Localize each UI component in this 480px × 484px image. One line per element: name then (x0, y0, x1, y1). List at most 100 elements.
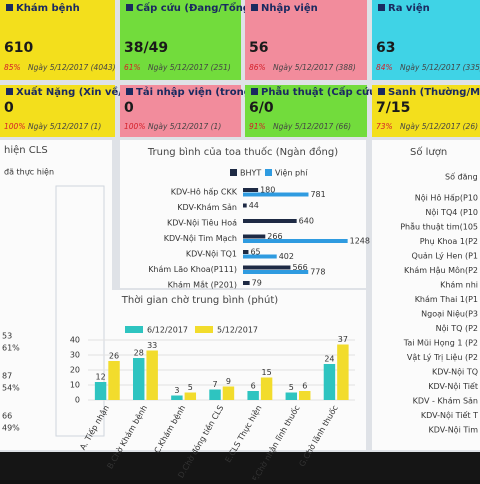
bar (243, 239, 348, 243)
bar (209, 389, 221, 400)
bar (243, 203, 247, 208)
room-label: KDV-Nội Tim (429, 425, 479, 435)
left-value: 87 (2, 372, 12, 381)
room-label: KDV-Nội Tiết T (421, 410, 478, 420)
tile-icon (378, 4, 385, 11)
left-percent: 54% (2, 384, 20, 393)
tile-title: Phẫu thuật (Cấp cứu... (261, 85, 388, 98)
value-label: 402 (279, 252, 294, 261)
legend-swatch (230, 169, 237, 176)
tile-icon (6, 4, 13, 11)
tile-title: Cấp cứu (Đang/Tổng) (136, 1, 255, 14)
tv-bezel (0, 452, 480, 480)
bar (260, 377, 273, 400)
tile-value: 0 (124, 100, 134, 116)
tile-icon (378, 88, 385, 95)
legend-label: 5/12/2017 (217, 326, 258, 335)
value-label: 6 (302, 382, 307, 391)
left-subtitle: đã thực hiện (4, 167, 54, 178)
value-label: 1248 (350, 237, 370, 246)
y-tick-label: KDV-Hô hấp CKK (171, 187, 238, 197)
tile-percent: 100% (124, 122, 145, 131)
tile-icon (126, 88, 133, 95)
tile-detail: Ngày 5/12/2017 (66) (273, 122, 351, 131)
tile-title: Ra viện (388, 2, 430, 14)
value-label: 37 (338, 335, 348, 344)
tile-detail: Ngày 5/12/2017 (388) (273, 63, 356, 72)
tile-detail: Ngày 5/12/2017 (1) (28, 122, 101, 131)
room-label: Quản Lý Hen (P1 (412, 251, 478, 261)
bar (299, 391, 311, 400)
tile (0, 85, 115, 137)
value-label: 44 (249, 201, 259, 210)
value-label: 15 (262, 368, 272, 377)
tile-percent: 61% (124, 63, 141, 72)
legend-label: BHYT (240, 169, 261, 178)
bar (133, 358, 145, 400)
tile (120, 85, 241, 137)
bar (184, 392, 197, 400)
value-label: 24 (324, 355, 334, 364)
tile-icon (251, 88, 258, 95)
value-label: 6 (251, 382, 256, 391)
y-tick-label: 0 (75, 396, 80, 405)
bar (243, 281, 250, 285)
room-label: Tai Mũi Họng 1 (P2 (403, 339, 478, 348)
room-label: Phẫu thuật tim(105 (400, 222, 478, 233)
room-label: Khám nhi (440, 281, 478, 290)
tile-value: 7/15 (376, 100, 410, 116)
tile (372, 0, 480, 80)
value-label: 266 (267, 232, 282, 241)
tile-title: Xuất Nặng (Xin về/H... (16, 85, 142, 98)
legend-label: Viện phí (275, 168, 308, 178)
bar (171, 395, 183, 400)
tile-title: Nhập viện (261, 2, 318, 14)
y-tick-label: 10 (70, 381, 80, 390)
legend-swatch (125, 326, 143, 333)
legend-label: 6/12/2017 (147, 326, 188, 335)
tile-detail: Ngày 5/12/2017 (251) (148, 63, 231, 72)
tile-value: 6/0 (249, 100, 274, 116)
bar (108, 361, 120, 400)
tile (120, 0, 241, 80)
tile-percent: 73% (376, 122, 393, 131)
room-label: Nội Hô Hấp(P10 (415, 193, 478, 203)
tile-value: 610 (4, 40, 33, 56)
tile-detail: Ngày 5/12/2017 (335) (400, 63, 480, 72)
bar (247, 391, 259, 400)
tile (0, 0, 115, 80)
left-percent: 61% (2, 344, 20, 353)
tile-detail: Ngày 5/12/2017 (1) (148, 122, 221, 131)
tile-title: Sanh (Thường/Mổ) (388, 85, 480, 98)
right-title: Số lượn (410, 146, 447, 158)
bar (243, 234, 266, 239)
value-label: 5 (188, 383, 193, 392)
room-label: KDV-Nội Tiết (428, 381, 478, 391)
bar (243, 188, 259, 192)
room-label: Nội TQ (P2 (436, 323, 478, 333)
bar (243, 219, 297, 223)
tile-detail: Ngày 5/12/2017 (26) (400, 122, 478, 131)
bar (146, 350, 158, 400)
legend-swatch (195, 326, 213, 333)
bar (243, 250, 249, 254)
value-label: 781 (310, 190, 325, 199)
value-label: 65 (250, 248, 260, 257)
value-label: 640 (299, 217, 314, 226)
y-tick-label: KDV-Nội Tim Mạch (164, 233, 237, 244)
value-label: 566 (292, 263, 307, 272)
left-value: 66 (2, 412, 12, 421)
room-label: KDV - Khám Sản (413, 396, 478, 406)
y-tick-label: 40 (70, 336, 80, 345)
room-label: Nội TQ4 (P10 (425, 207, 478, 217)
room-label: Ngoại Niệu(P3 (421, 309, 478, 320)
bar (243, 265, 291, 270)
tile-title: Tải nhập viện (trong... (136, 86, 262, 98)
room-label: KDV-Nội TQ (432, 367, 478, 377)
bar (243, 270, 309, 274)
value-label: 7 (212, 380, 217, 389)
left-title: hiện CLS (4, 144, 48, 156)
tile-detail: Ngày 5/12/2017 (4043) (28, 63, 116, 72)
chart-title: Trung bình của toa thuốc (Ngàn đồng) (147, 146, 338, 158)
